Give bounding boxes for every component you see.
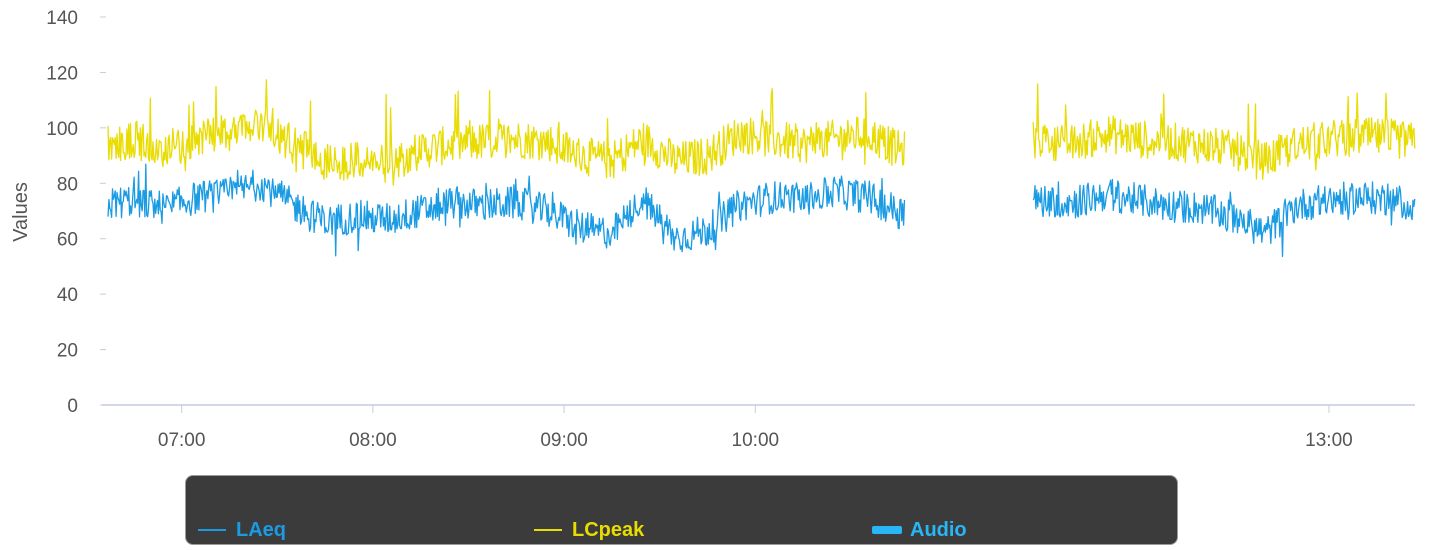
x-tick-label: 08:00: [349, 430, 397, 451]
series-line-lcpeak: [107, 79, 906, 186]
y-tick-label: 40: [57, 285, 78, 306]
y-tick-label: 80: [57, 174, 78, 195]
y-tick-label: 100: [46, 119, 78, 140]
x-tick-label: 07:00: [158, 430, 206, 451]
plot-area: [107, 79, 1416, 257]
legend-label-audio: Audio: [910, 518, 967, 541]
y-axis: 0 20 40 60 80 100 120 140: [46, 8, 106, 417]
y-tick-label: 0: [67, 396, 78, 417]
legend-symbol-laeq: [198, 529, 226, 531]
chart-svg: 0 20 40 60 80 100 120 140 07:00 08:00 09:00 10:00 1…: [10, 8, 1416, 451]
legend-label-lcpeak: LCpeak: [572, 518, 645, 541]
y-tick-label: 120: [46, 63, 78, 84]
series-line-lcpeak: [1032, 83, 1416, 180]
y-tick-label: 20: [57, 341, 78, 362]
legend-symbol-audio: [872, 526, 902, 534]
series-line-laeq: [1032, 178, 1416, 257]
legend-item-laeq[interactable]: LAeq: [198, 518, 286, 542]
legend-symbol-lcpeak: [534, 529, 562, 531]
y-tick-label: 60: [57, 230, 78, 251]
y-axis-title: Values: [10, 182, 32, 242]
x-axis: 07:00 08:00 09:00 10:00 13:00: [102, 404, 1415, 451]
legend-item-lcpeak[interactable]: LCpeak: [534, 518, 644, 542]
legend-label-laeq: LAeq: [236, 518, 286, 541]
series-line-laeq: [107, 163, 906, 257]
y-tick-label: 140: [46, 8, 78, 29]
x-tick-label: 13:00: [1305, 430, 1353, 451]
legend-item-audio[interactable]: Audio: [872, 518, 967, 542]
legend: LAeq LCpeak Audio: [185, 475, 1178, 545]
x-tick-label: 10:00: [732, 430, 780, 451]
x-tick-label: 09:00: [540, 430, 588, 451]
